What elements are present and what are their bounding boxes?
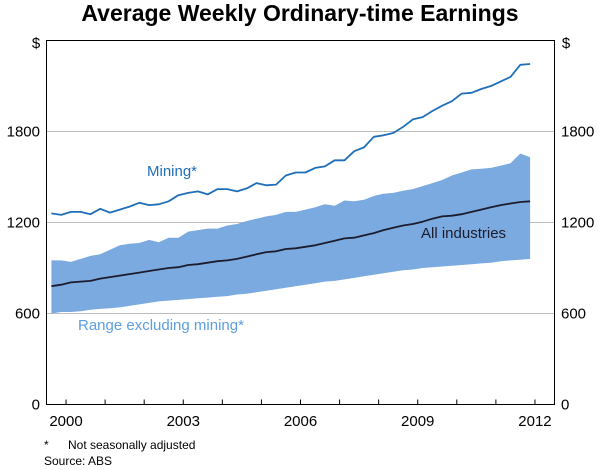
y-tick-left-600: 600 [15,306,40,323]
all-industries-line [51,200,531,288]
x-axis-ticks: 2000 2003 2006 2009 2012 [49,399,552,430]
range-band [51,153,531,314]
mining-line [51,63,531,216]
range-label: Range excluding mining* [78,317,244,334]
y-tick-left-1800: 1800 [7,124,40,141]
y-tick-left-1200: 1200 [7,215,40,232]
x-tick-label-2003: 2003 [167,413,200,430]
source-note: Source: ABS [44,454,112,468]
y-tick-right-600: 600 [561,306,586,323]
y-axis-label-right: $ [562,35,571,52]
chart-title: Average Weekly Ordinary-time Earnings [81,0,518,26]
mining-label: Mining* [147,163,197,180]
x-tick-label-2000: 2000 [49,413,82,430]
y-axis-label-left: $ [32,35,41,52]
y-axis-right: 0 600 1200 1800 [561,124,594,414]
y-tick-right-1800: 1800 [561,124,594,141]
y-tick-right-1200: 1200 [561,215,594,232]
all-industries-label: All industries [421,225,506,242]
y-tick-left-0: 0 [32,397,40,414]
footnote-star: * [44,438,49,452]
footnote-text: Not seasonally adjusted [68,438,195,452]
y-axis-left: 0 600 1200 1800 [7,124,40,414]
x-tick-label-2009: 2009 [401,413,434,430]
x-tick-label-2006: 2006 [284,413,317,430]
y-tick-right-0: 0 [561,397,569,414]
plot-area [51,63,531,314]
x-tick-label-2012: 2012 [518,413,551,430]
